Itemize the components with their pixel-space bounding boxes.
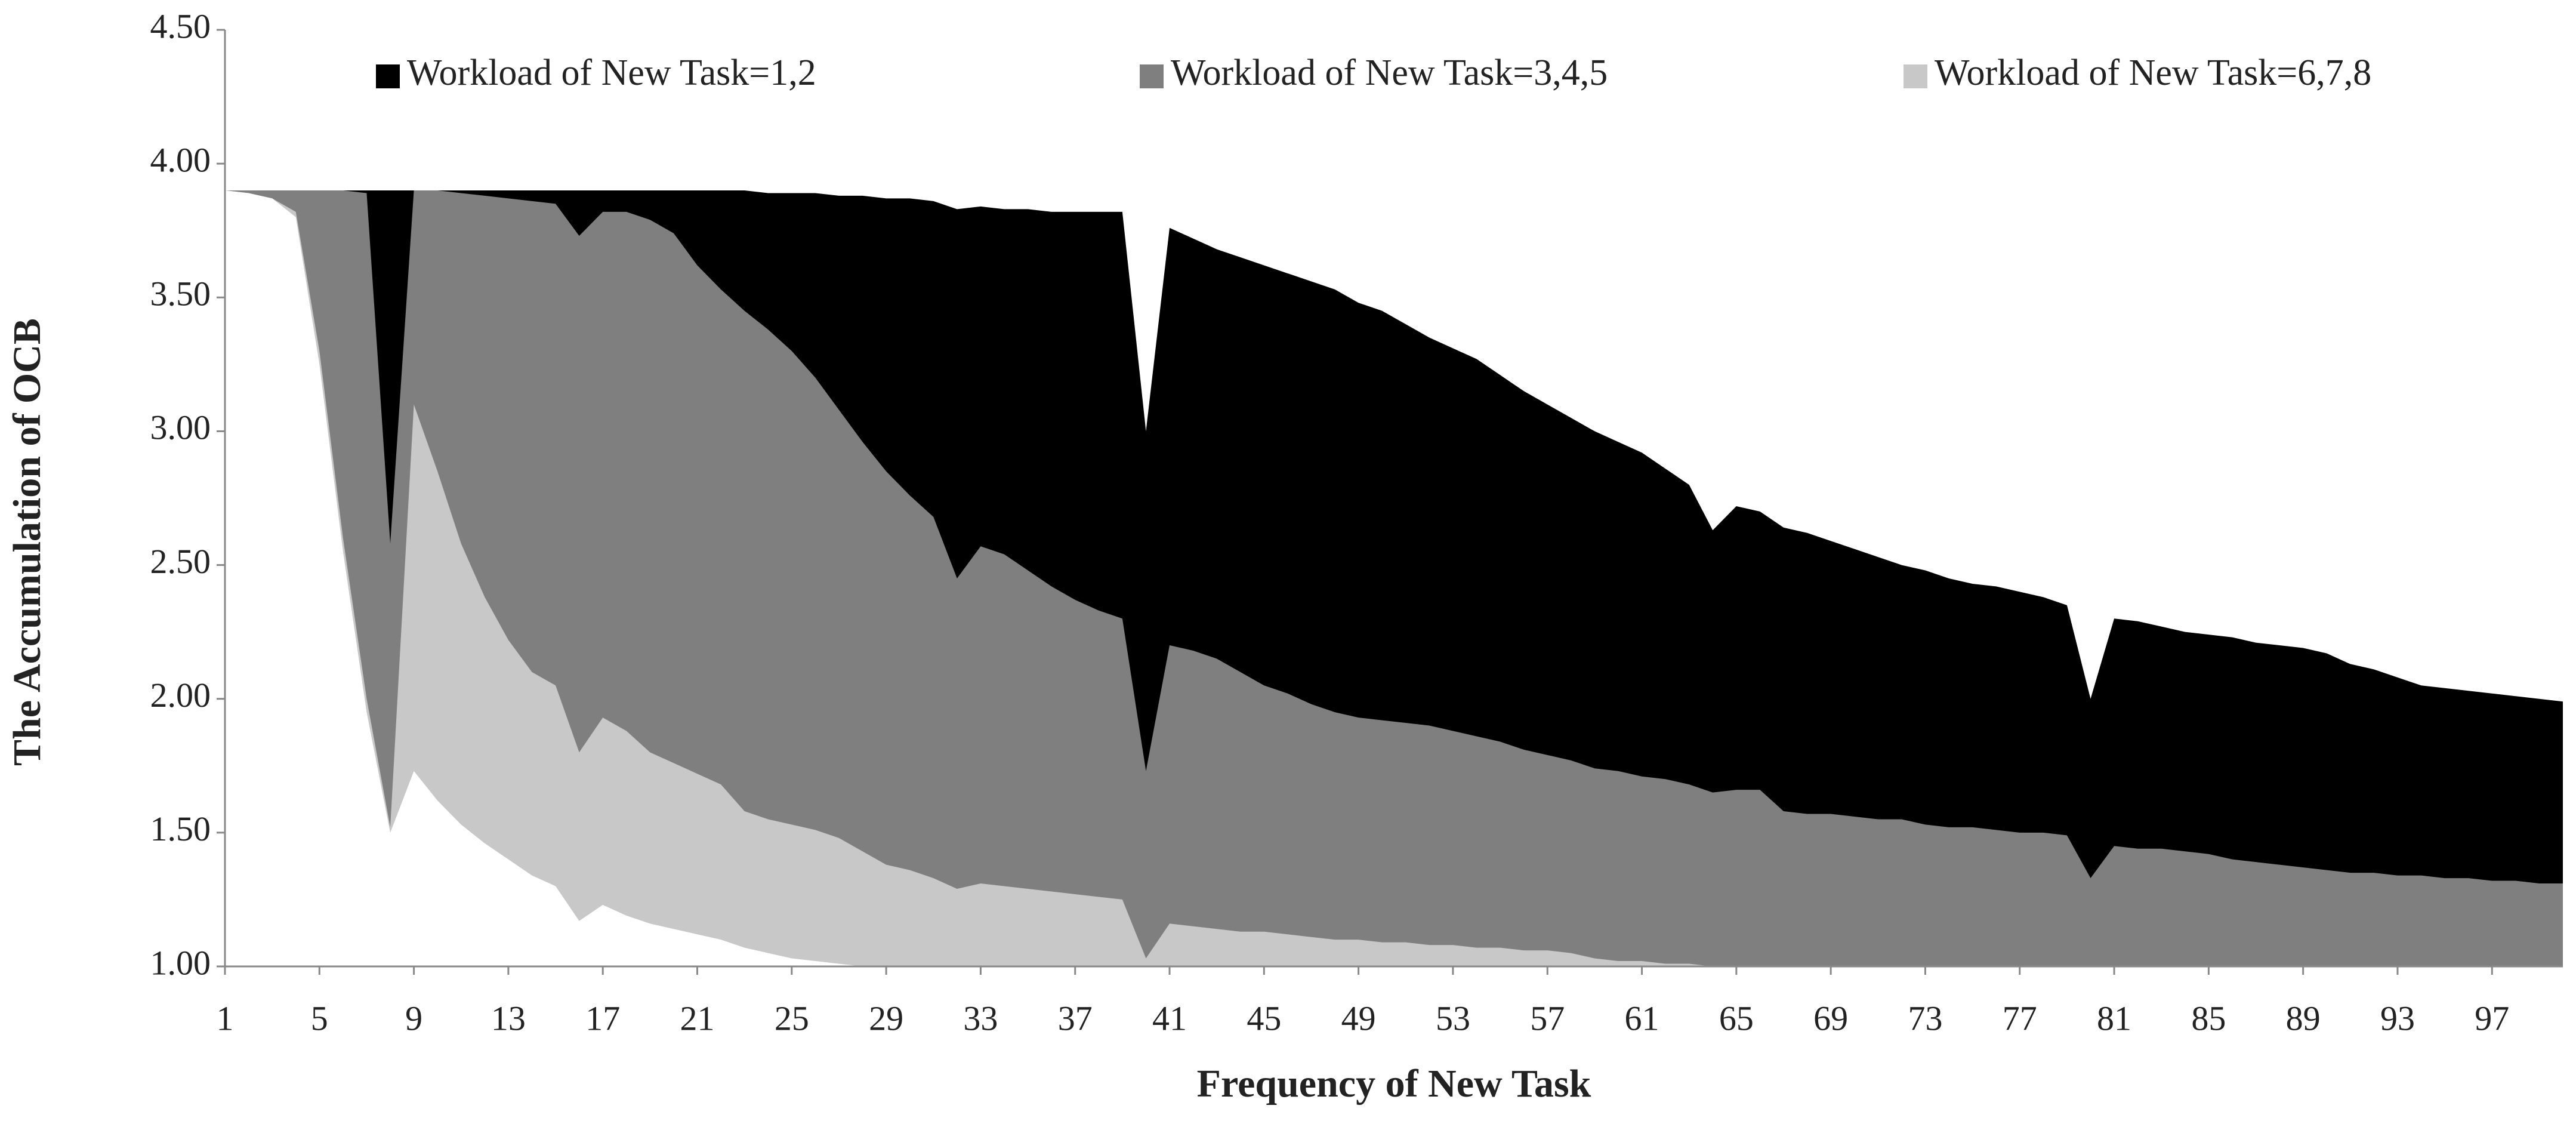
legend-swatch [376,64,400,88]
x-tick-label: 73 [1908,999,1942,1037]
y-tick-label: 4.00 [150,140,211,179]
x-tick-label: 49 [1341,999,1376,1037]
legend-label: Workload of New Task=1,2 [407,53,816,93]
x-tick-label: 13 [491,999,526,1037]
x-tick-label: 1 [217,999,234,1037]
x-tick-label: 37 [1058,999,1093,1037]
y-tick-label: 2.50 [150,542,211,581]
y-tick-label: 1.50 [150,809,211,848]
legend-item: Workload of New Task=1,2 [376,53,816,93]
legend-item: Workload of New Task=6,7,8 [1904,53,2371,93]
x-tick-label: 5 [311,999,328,1037]
x-tick-label: 69 [1813,999,1848,1037]
y-axis-title: The Accumulation of OCB [5,318,49,766]
x-tick-label: 25 [775,999,809,1037]
y-tick-label: 1.00 [150,943,211,982]
y-tick-label: 3.50 [150,275,211,313]
y-tick-label: 2.00 [150,676,211,715]
legend-swatch [1904,64,1927,88]
x-tick-label: 21 [680,999,715,1037]
area [225,190,2563,966]
legend-swatch [1140,64,1164,88]
x-tick-label: 9 [405,999,422,1037]
x-tick-label: 93 [2380,999,2415,1037]
x-axis-title: Frequency of New Task [1197,1062,1591,1106]
area [225,190,2563,966]
legend-label: Workload of New Task=3,4,5 [1171,53,1608,93]
x-tick-label: 97 [2475,999,2509,1037]
x-tick-label: 77 [2003,999,2037,1037]
y-tick-label: 3.00 [150,408,211,447]
x-tick-label: 29 [869,999,903,1037]
legend-label: Workload of New Task=6,7,8 [1935,53,2371,93]
x-tick-label: 57 [1530,999,1565,1037]
x-tick-label: 65 [1719,999,1754,1037]
x-tick-label: 41 [1152,999,1187,1037]
x-tick-label: 45 [1247,999,1281,1037]
legend-item: Workload of New Task=3,4,5 [1140,53,1608,93]
x-tick-label: 85 [2191,999,2226,1037]
x-tick-label: 17 [585,999,620,1037]
y-tick-label: 4.50 [150,7,211,45]
x-tick-label: 61 [1625,999,1659,1037]
x-tick-label: 53 [1436,999,1470,1037]
x-tick-label: 89 [2286,999,2321,1037]
x-tick-label: 33 [963,999,998,1037]
x-tick-label: 81 [2097,999,2131,1037]
